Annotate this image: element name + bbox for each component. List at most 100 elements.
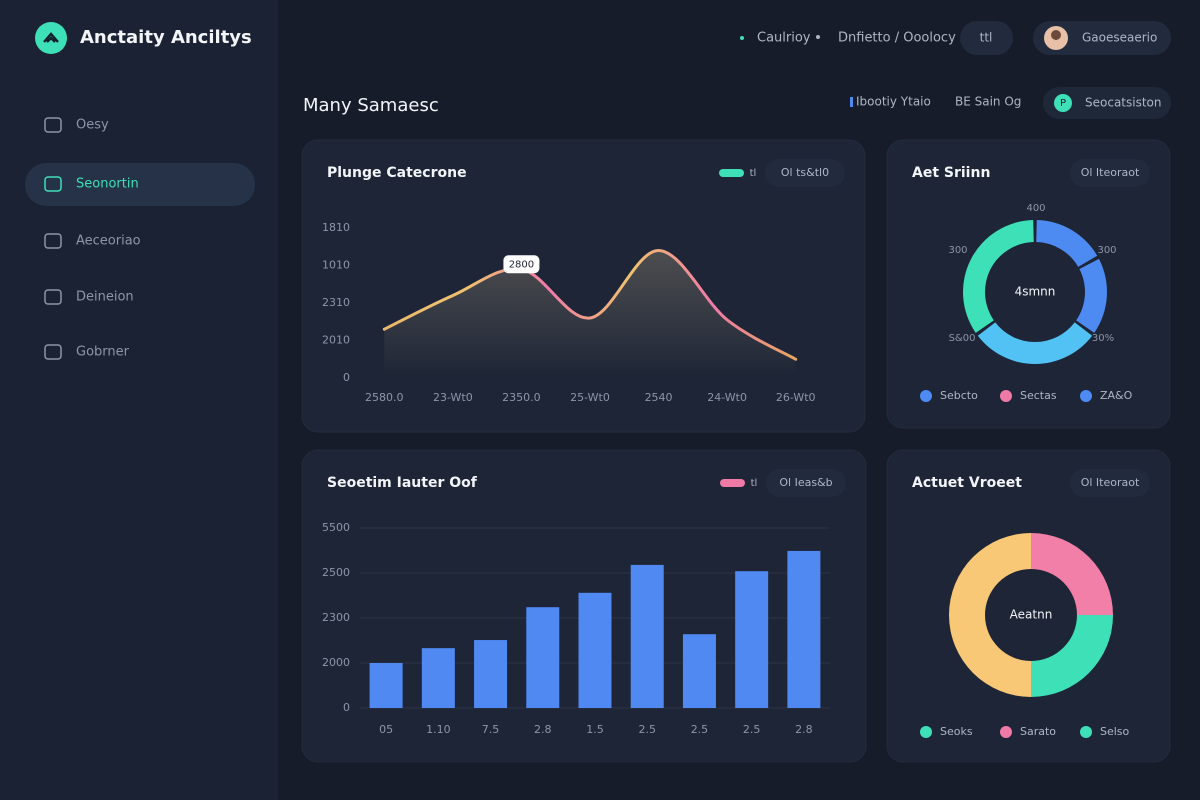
panels: Plunge Catecrone tl Ol ts&tl0 0 2010 2310 1010…	[301, 139, 1171, 763]
legend-label: Seoks	[940, 725, 973, 738]
y-tick-label: 0	[343, 371, 350, 384]
legend-label: Sarato	[1020, 725, 1056, 738]
action-icon	[1054, 94, 1072, 112]
legend-dot	[1080, 390, 1092, 402]
legend-dot	[1000, 390, 1012, 402]
bar	[474, 640, 508, 708]
nav-item[interactable]: Gobrner	[76, 345, 130, 360]
y-tick-label: 0	[343, 701, 350, 714]
y-tick-label: 5500	[322, 521, 350, 534]
panel-title: Actuet Vroeet	[912, 475, 1022, 491]
annotation: 2800	[509, 259, 534, 270]
avatar-hair	[1051, 30, 1061, 40]
x-tick-label: 26-Wt0	[776, 391, 816, 404]
bar	[421, 648, 455, 708]
nav-icon	[44, 344, 62, 360]
y-tick-label: 1810	[322, 221, 350, 234]
legend-label: tl	[750, 168, 757, 179]
panel: Aet Sriinn Ol Iteoraot 4smnn 400 300 300 S&00 3…	[886, 139, 1171, 429]
x-tick-label: 7.5	[482, 723, 500, 736]
ring-label: 30%	[1092, 333, 1114, 344]
legend-label: Sectas	[1020, 389, 1057, 402]
bar	[578, 592, 612, 708]
nav-link[interactable]: Dnfietto / Ooolocy	[838, 31, 956, 46]
logo-text: Anctaity Anciltys	[80, 27, 252, 48]
user-menu[interactable]	[1033, 21, 1171, 55]
bar	[682, 634, 716, 708]
y-tick-label: 2500	[322, 566, 350, 579]
panel: Seoetim Iauter Oof tl Ol Ieas&b 0 2000 2300 25…	[301, 449, 867, 763]
sidebar-nav: Oesy Seonortin Aeceoriao Deineion Gobrner	[25, 117, 255, 360]
y-tick-label: 2000	[322, 656, 350, 669]
user-name: Gaoeseaerio	[1082, 31, 1157, 45]
legend-swatch	[719, 169, 744, 177]
annotation-bg	[503, 255, 540, 274]
dropdown[interactable]	[1070, 469, 1150, 497]
donut-segment	[1036, 220, 1098, 267]
legend-dot	[920, 390, 932, 402]
legend-label: Sebcto	[940, 389, 978, 402]
x-tick-label: 2580.0	[365, 391, 404, 404]
filter[interactable]: BE Sain Og	[955, 95, 1021, 109]
x-tick-label: 25-Wt0	[570, 391, 610, 404]
ring-label: 300	[1097, 245, 1116, 256]
bar	[526, 607, 560, 708]
y-tick-label: 2010	[322, 334, 350, 347]
icon-button-label: ttl	[980, 31, 993, 45]
legend-dot	[1080, 726, 1092, 738]
bar	[369, 663, 403, 708]
filter-marker	[850, 97, 853, 107]
dropdown-label: Ol Iteoraot	[1081, 476, 1140, 489]
donut-center-label: 4smnn	[1015, 285, 1056, 299]
x-tick-label: 2.5	[743, 723, 761, 736]
nav-icon	[44, 289, 62, 305]
panel-title: Plunge Catecrone	[327, 165, 467, 181]
panel: Actuet Vroeet Ol Iteoraot Aeatnn Seoks Sarat…	[886, 449, 1171, 763]
icon-button[interactable]	[960, 21, 1013, 55]
legend-swatch	[720, 479, 745, 487]
donut-segment	[1031, 533, 1113, 615]
y-tick-label: 1010	[322, 259, 350, 272]
donut-segment	[1076, 258, 1107, 333]
bar	[787, 550, 821, 708]
donut-segment	[1031, 615, 1113, 697]
donut-segment	[962, 220, 1034, 333]
panel-bg	[886, 449, 1171, 763]
panel-bg	[886, 139, 1171, 429]
dropdown-label: Ol Ieas&b	[779, 476, 832, 489]
dropdown-label: Ol Iteoraot	[1081, 166, 1140, 179]
filter[interactable]: Ibootiy Ytaio	[856, 95, 931, 109]
donut-center-label: Aeatnn	[1010, 608, 1053, 622]
dropdown-label: Ol ts&tl0	[781, 166, 829, 179]
legend-label: Selso	[1100, 725, 1130, 738]
nav-dot	[816, 35, 820, 39]
donut-segment	[977, 322, 1093, 364]
page-title: Many Samaesc	[303, 95, 439, 116]
ring-label: 300	[948, 245, 967, 256]
dropdown[interactable]	[1070, 159, 1150, 187]
x-tick-label: 05	[379, 723, 393, 736]
line-area	[384, 250, 796, 378]
action-button[interactable]	[1043, 87, 1171, 119]
x-tick-label: 2.8	[795, 723, 813, 736]
dropdown[interactable]	[766, 469, 846, 497]
nav-item[interactable]: Oesy	[76, 118, 109, 133]
nav-item[interactable]: Seonortin	[76, 177, 139, 192]
ring-label: 400	[1026, 203, 1045, 214]
dropdown[interactable]	[765, 159, 845, 187]
logo-glyph	[43, 32, 59, 43]
ring-label: S&00	[949, 333, 976, 344]
nav-link[interactable]: Caulrioy	[757, 31, 811, 46]
x-tick-label: 2.5	[638, 723, 656, 736]
legend-label: ZA&O	[1100, 389, 1133, 402]
x-tick-label: 2.8	[534, 723, 552, 736]
nav-item[interactable]: Deineion	[76, 290, 134, 305]
bar	[630, 564, 664, 708]
legend-dot	[920, 726, 932, 738]
x-tick-label: 2350.0	[502, 391, 541, 404]
panel: Plunge Catecrone tl Ol ts&tl0 0 2010 2310 1010…	[301, 139, 866, 433]
action-icon-label: P	[1060, 98, 1066, 109]
nav-item[interactable]: Aeceoriao	[76, 234, 141, 249]
x-tick-label: 24-Wt0	[707, 391, 747, 404]
action-label: Seocatsiston	[1085, 96, 1162, 110]
